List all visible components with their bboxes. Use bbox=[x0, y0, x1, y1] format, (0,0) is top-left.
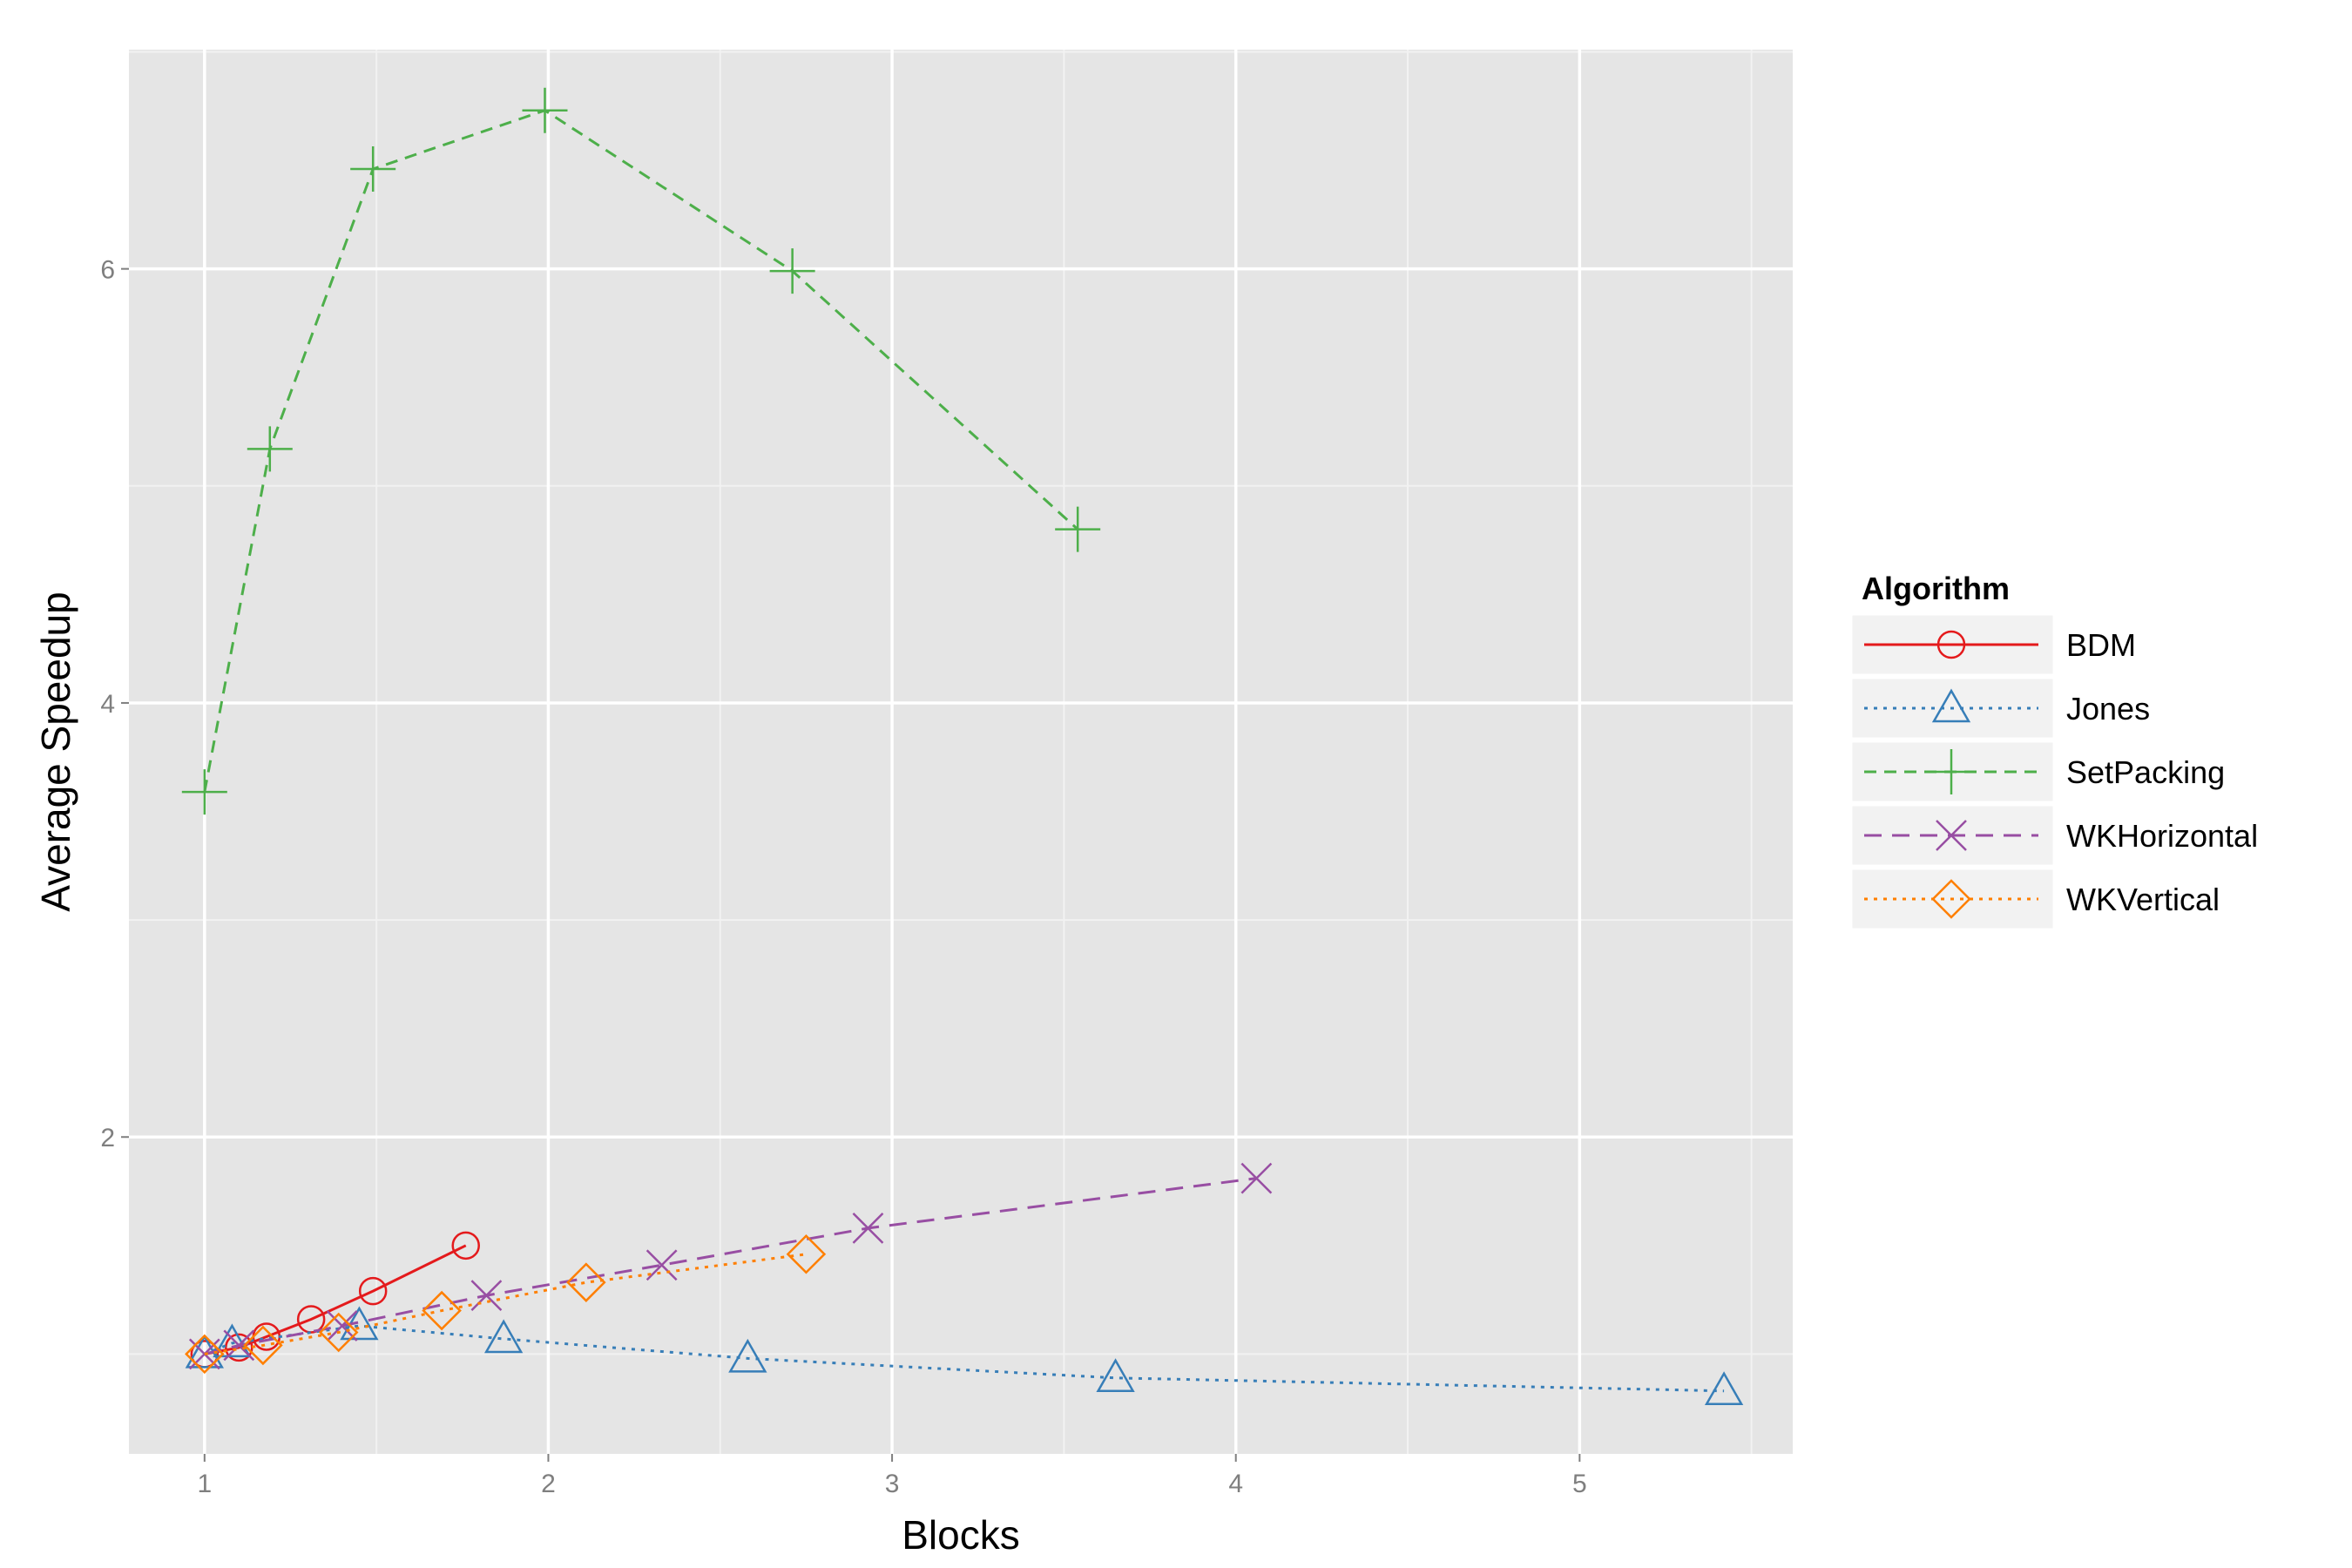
legend-label: BDM bbox=[2066, 627, 2136, 663]
x-tick-label: 2 bbox=[541, 1470, 556, 1498]
data-point bbox=[247, 426, 293, 472]
legend-label: Jones bbox=[2066, 691, 2150, 727]
series-wkvertical bbox=[185, 1234, 827, 1375]
legend-title: Algorithm bbox=[1862, 571, 2010, 606]
legend-marker bbox=[1931, 879, 1971, 919]
data-point bbox=[358, 1276, 388, 1306]
series-layer bbox=[181, 87, 1744, 1405]
y-axis-title: Average Speedup bbox=[33, 591, 78, 911]
plot-panel bbox=[129, 50, 1793, 1454]
series-setpacking bbox=[181, 87, 1101, 815]
legend-label: SetPacking bbox=[2066, 754, 2225, 790]
series-line bbox=[204, 1253, 807, 1355]
data-point bbox=[181, 769, 227, 815]
series-bdm bbox=[190, 1231, 480, 1369]
data-point bbox=[852, 1212, 884, 1244]
x-tick-label: 4 bbox=[1228, 1470, 1243, 1498]
data-point bbox=[1096, 1358, 1135, 1393]
legend-item-jones: Jones bbox=[1849, 676, 2150, 740]
y-tick-label: 6 bbox=[100, 256, 115, 285]
series-line bbox=[204, 1324, 1725, 1393]
data-point bbox=[296, 1305, 326, 1334]
series-jones bbox=[185, 1306, 1744, 1405]
data-point bbox=[769, 248, 815, 294]
data-point bbox=[728, 1338, 767, 1373]
data-point bbox=[243, 1325, 283, 1366]
x-axis-ticks: 1 2 3 4 5 bbox=[197, 1454, 1587, 1498]
legend-item-setpacking: SetPacking bbox=[1849, 740, 2225, 804]
legend-item-wkhorizontal: WKHorizontal bbox=[1849, 803, 2258, 868]
data-point bbox=[566, 1262, 606, 1302]
data-point bbox=[786, 1234, 827, 1274]
legend-label: WKHorizontal bbox=[2066, 818, 2258, 854]
data-point bbox=[326, 1310, 358, 1342]
data-point bbox=[422, 1290, 462, 1331]
data-point bbox=[470, 1280, 503, 1312]
legend-item-wkvertical: WKVertical bbox=[1849, 867, 2220, 931]
data-point bbox=[483, 1319, 524, 1354]
x-tick-label: 5 bbox=[1572, 1470, 1587, 1498]
x-tick-label: 3 bbox=[885, 1470, 900, 1498]
legend-marker bbox=[1929, 749, 1974, 794]
series-wkhorizontal bbox=[188, 1162, 1273, 1370]
data-point bbox=[223, 1329, 255, 1362]
data-point bbox=[522, 87, 568, 133]
major-grid bbox=[129, 50, 1793, 1454]
legend-item-bdm: BDM bbox=[1849, 612, 2136, 677]
series-line bbox=[203, 109, 1079, 793]
legend-marker bbox=[1936, 820, 1967, 851]
legend-label: WKVertical bbox=[2066, 882, 2220, 917]
data-point bbox=[318, 1312, 359, 1353]
data-point bbox=[1055, 506, 1101, 552]
data-point bbox=[185, 1334, 225, 1375]
data-point bbox=[213, 1323, 252, 1358]
x-tick-label: 1 bbox=[197, 1470, 212, 1498]
y-axis-ticks: 2 4 6 bbox=[100, 256, 129, 1152]
data-point bbox=[1704, 1371, 1744, 1405]
x-axis-title: Blocks bbox=[902, 1512, 1019, 1558]
legend: Algorithm BDM Jones SetPacking WKHorizontal… bbox=[1849, 571, 2258, 931]
y-tick-label: 4 bbox=[100, 690, 115, 719]
minor-grid bbox=[129, 50, 1793, 1454]
data-point bbox=[451, 1231, 480, 1260]
legend-marker bbox=[1931, 688, 1971, 723]
y-tick-label: 2 bbox=[100, 1124, 115, 1152]
data-point bbox=[645, 1249, 678, 1281]
data-point bbox=[1240, 1162, 1273, 1194]
data-point bbox=[225, 1333, 253, 1362]
legend-marker bbox=[1936, 630, 1966, 659]
data-point bbox=[350, 146, 396, 193]
